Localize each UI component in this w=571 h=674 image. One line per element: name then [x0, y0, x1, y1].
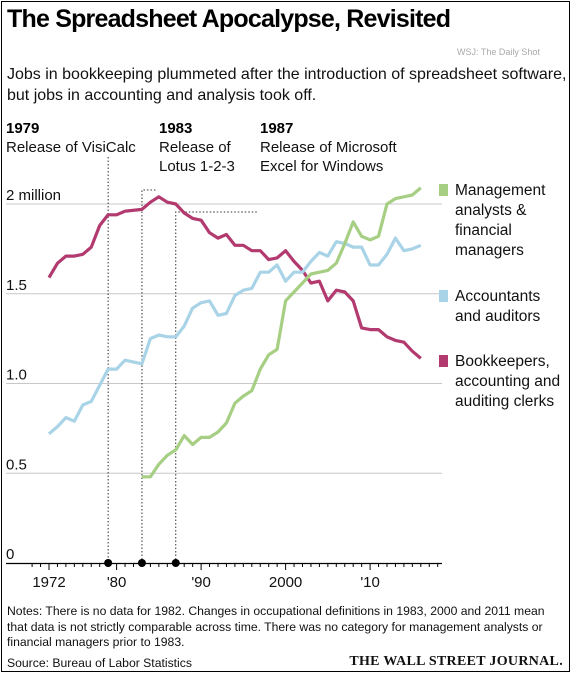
- legend-label: analysts &: [455, 202, 527, 219]
- event-label: Lotus 1-2-3: [159, 158, 235, 175]
- legend-swatch: [439, 355, 448, 367]
- y-tick-label: 2 million: [6, 187, 61, 204]
- y-tick-label: 1.0: [6, 367, 27, 384]
- series-lines: [47, 186, 422, 479]
- x-axis: 1972 '80 '90 2000 '10: [6, 562, 442, 591]
- legend-swatch: [439, 290, 448, 302]
- event-label: Release of Microsoft: [260, 139, 398, 156]
- legend-label: and auditors: [455, 308, 541, 325]
- event-year-label: 1987: [260, 120, 293, 137]
- series-line: [141, 186, 422, 479]
- x-tick-label: 1972: [32, 574, 65, 591]
- chart-title: The Spreadsheet Apocalypse, Revisited: [7, 5, 451, 33]
- x-tick-label: '90: [191, 574, 211, 591]
- event-label: Excel for Windows: [260, 158, 383, 175]
- x-tick-label: '80: [107, 574, 127, 591]
- legend: Bookkeepers, accounting and auditing clerk…: [439, 182, 560, 410]
- legend-label: financial: [455, 222, 512, 239]
- legend-label: managers: [455, 242, 524, 259]
- x-tick-label: '10: [360, 574, 380, 591]
- chart-source: Source: Bureau of Labor Statistics: [7, 656, 192, 670]
- chart-notes: Notes: There is no data for 1982. Change…: [7, 604, 545, 649]
- legend-label: Accountants: [455, 288, 541, 305]
- legend-label: auditing clerks: [455, 393, 554, 410]
- event-year-label: 1979: [6, 120, 39, 137]
- event-line: [141, 189, 157, 563]
- event-markers: 1979 Release of VisiCalc 1983 Release of Lot…: [6, 120, 398, 567]
- chart-subtitle: Jobs in bookkeeping plummeted after the …: [7, 66, 567, 104]
- y-tick-label: 0.5: [6, 456, 27, 473]
- event-label: Release of: [159, 139, 232, 156]
- line-chart: 0 0.5 1.0 1.5 2 million 1979 Release of VisiC…: [6, 120, 560, 591]
- watermark: WSJ: The Daily Shot: [457, 47, 540, 57]
- y-tick-label: 0: [6, 546, 14, 563]
- event-line: [175, 211, 258, 563]
- legend-label: Bookkeepers,: [455, 353, 550, 370]
- y-tick-label: 1.5: [6, 277, 27, 294]
- event-label: Release of VisiCalc: [6, 139, 136, 156]
- legend-label: Management: [455, 182, 546, 199]
- legend-swatch: [439, 184, 448, 196]
- series-line: [47, 236, 422, 436]
- series-line: [47, 195, 422, 360]
- publisher-logo: THE WALL STREET JOURNAL.: [349, 654, 563, 669]
- gridlines: 0 0.5 1.0 1.5 2 million: [6, 187, 442, 563]
- x-tick-label: 2000: [269, 574, 302, 591]
- event-year-label: 1983: [159, 120, 192, 137]
- legend-label: accounting and: [455, 373, 560, 390]
